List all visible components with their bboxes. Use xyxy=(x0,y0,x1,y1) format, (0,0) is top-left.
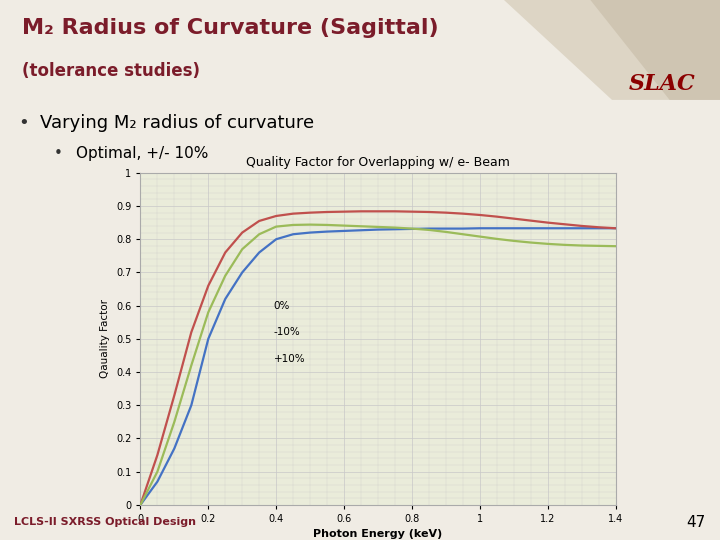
Text: -10%: -10% xyxy=(274,327,300,337)
Text: •: • xyxy=(54,146,63,161)
Text: Varying M₂ radius of curvature: Varying M₂ radius of curvature xyxy=(40,113,314,132)
Polygon shape xyxy=(590,0,720,100)
Y-axis label: Qauality Factor: Qauality Factor xyxy=(101,299,110,379)
X-axis label: Photon Energy (keV): Photon Energy (keV) xyxy=(313,530,443,539)
Text: LCLS-II SXRSS Optical Design: LCLS-II SXRSS Optical Design xyxy=(14,517,197,528)
Text: 47: 47 xyxy=(686,515,706,530)
Text: 0%: 0% xyxy=(274,301,290,310)
Text: +10%: +10% xyxy=(274,354,305,364)
Text: (tolerance studies): (tolerance studies) xyxy=(22,62,199,80)
Polygon shape xyxy=(504,0,720,100)
Text: SLAC: SLAC xyxy=(629,73,696,95)
Text: Optimal, +/- 10%: Optimal, +/- 10% xyxy=(76,146,208,161)
Title: Quality Factor for Overlapping w/ e- Beam: Quality Factor for Overlapping w/ e- Bea… xyxy=(246,156,510,169)
Text: M₂ Radius of Curvature (Sagittal): M₂ Radius of Curvature (Sagittal) xyxy=(22,18,438,38)
Text: •: • xyxy=(18,113,29,132)
